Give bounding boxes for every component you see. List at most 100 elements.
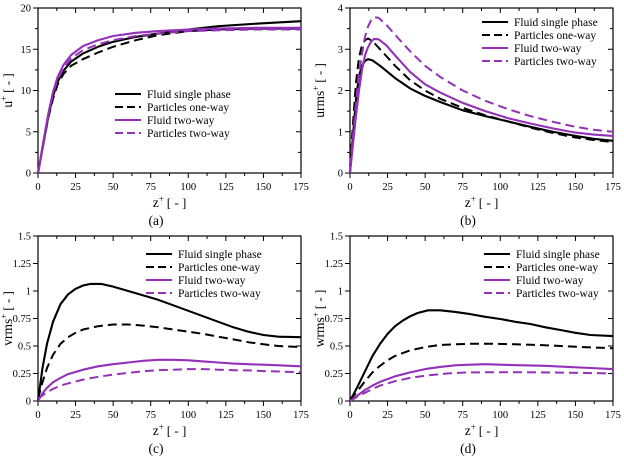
- y-tick-label: 20: [21, 4, 32, 15]
- subplot-b: 0 25 50 75 100 125 150 175 0 1 2 3 4 Fluid single pha…: [311, 0, 624, 229]
- x-tick-label: 50: [420, 182, 431, 193]
- legend-label-particles-one-way: Particles one-way: [516, 262, 598, 274]
- series-fluid-two-way: [37, 358, 302, 402]
- subplot-caption-c: (c): [149, 441, 164, 456]
- subplot-d: 0 25 50 75 100 125 150 175 0 0.25 0.5 0.75 1 1.25 1.5 F…: [311, 228, 624, 456]
- series-fluid-two-way: [348, 37, 614, 174]
- series-fluid-single-phase: [348, 58, 614, 174]
- legend-label-particles-two-way: Particles two-way: [516, 288, 599, 300]
- series-particles-two-way: [37, 28, 301, 174]
- y-axis-label: urms+[ - ]: [312, 63, 327, 118]
- legend-label-particles-two-way: Particles two-way: [147, 128, 230, 140]
- x-axis-label: z+[ - ]: [153, 194, 187, 210]
- y-tick-label: 4: [338, 4, 344, 15]
- subplot-c: 0 25 50 75 100 125 150 175 0 0.25 0.5 0.75 1 1.25 1.5 F…: [0, 228, 312, 456]
- legend-label-fluid-two-way: Fluid two-way: [514, 43, 582, 55]
- x-tick-label: 175: [605, 410, 621, 421]
- y-tick-label: 10: [21, 86, 32, 97]
- series-fluid-single-phase: [349, 309, 614, 402]
- y-tick-label: 1.25: [13, 259, 31, 270]
- y-tick-label: 0.5: [18, 342, 31, 353]
- y-tick-label: 0: [338, 397, 343, 408]
- y-tick-label: 5: [26, 127, 31, 138]
- series-fluid-single-phase: [36, 282, 302, 402]
- y-tick-label: 0.25: [325, 369, 343, 380]
- x-tick-label: 75: [457, 410, 468, 421]
- subplot-a: 0 25 50 75 100 125 150 175 0 5 10 15 20 Fluid single …: [0, 0, 312, 229]
- y-tick-label: 0: [26, 169, 31, 180]
- series-particles-two-way: [37, 368, 302, 400]
- y-tick-label: 1.25: [325, 259, 343, 270]
- x-tick-label: 0: [347, 182, 352, 193]
- series-particles-one-way: [37, 323, 302, 400]
- x-tick-label: 25: [70, 182, 81, 193]
- x-tick-label: 125: [530, 182, 546, 193]
- legend-label-particles-two-way: Particles two-way: [178, 288, 261, 300]
- y-tick-label: 1: [338, 127, 343, 138]
- subplot-caption-d: (d): [460, 441, 476, 456]
- series-particles-one-way: [349, 37, 614, 167]
- x-tick-label: 0: [347, 410, 352, 421]
- series-particles-one-way: [349, 342, 614, 401]
- chart-a-svg: 0 25 50 75 100 125 150 175 0 5 10 15 20 Fluid single …: [0, 4, 309, 229]
- x-axis-label: z+[ - ]: [465, 194, 499, 210]
- legend-label-fluid-single-phase: Fluid single phase: [516, 249, 600, 261]
- x-tick-label: 50: [108, 182, 119, 193]
- legend-label-fluid-two-way: Fluid two-way: [516, 275, 584, 287]
- y-tick-label: 1: [338, 287, 343, 298]
- x-tick-label: 175: [293, 410, 309, 421]
- chart-d-svg: 0 25 50 75 100 125 150 175 0 0.25 0.5 0.75 1 1.25 1.5 F…: [311, 232, 621, 456]
- axis-ticks: [345, 235, 614, 406]
- x-tick-label: 0: [35, 182, 40, 193]
- y-tick-label: 0.75: [13, 314, 31, 325]
- x-tick-label: 125: [530, 410, 546, 421]
- x-tick-label: 25: [382, 182, 393, 193]
- y-tick-label: 1.5: [330, 232, 343, 243]
- x-tick-label: 125: [218, 410, 234, 421]
- x-tick-label: 25: [70, 410, 81, 421]
- x-axis-label: z+[ - ]: [465, 422, 499, 438]
- x-tick-label: 175: [605, 182, 621, 193]
- axis-ticks: [33, 7, 302, 178]
- x-tick-label: 25: [382, 410, 393, 421]
- y-tick-label: 0.75: [325, 314, 343, 325]
- y-axis-label: wrms+[ - ]: [312, 290, 327, 348]
- series-fluid-two-way: [349, 363, 614, 402]
- series-fluid-two-way: [36, 26, 301, 174]
- subplot-caption-b: (b): [460, 213, 476, 228]
- legend-label-fluid-single-phase: Fluid single phase: [514, 17, 598, 29]
- x-tick-label: 75: [145, 182, 156, 193]
- legend-label-fluid-two-way: Fluid two-way: [147, 115, 215, 127]
- x-tick-label: 125: [218, 182, 234, 193]
- x-tick-label: 100: [492, 182, 508, 193]
- series-particles-one-way: [37, 27, 301, 174]
- subplot-caption-a: (a): [149, 213, 164, 228]
- y-tick-label: 0.25: [13, 369, 31, 380]
- legend-label-fluid-single-phase: Fluid single phase: [147, 89, 231, 101]
- x-tick-label: 0: [35, 410, 40, 421]
- x-tick-label: 75: [457, 182, 468, 193]
- chart-c-svg: 0 25 50 75 100 125 150 175 0 0.25 0.5 0.75 1 1.25 1.5 F…: [0, 232, 309, 456]
- y-tick-label: 2: [338, 86, 343, 97]
- x-tick-label: 100: [492, 410, 508, 421]
- legend-label-fluid-two-way: Fluid two-way: [178, 275, 246, 287]
- x-tick-label: 50: [108, 410, 119, 421]
- legend-label-fluid-single-phase: Fluid single phase: [178, 249, 262, 261]
- legend-label-particles-one-way: Particles one-way: [514, 30, 596, 42]
- chart-b-svg: 0 25 50 75 100 125 150 175 0 1 2 3 4 Fluid single pha…: [311, 4, 621, 229]
- y-axis-label: u+[ - ]: [0, 73, 15, 107]
- x-tick-label: 150: [256, 410, 272, 421]
- y-tick-label: 3: [338, 45, 343, 56]
- x-tick-label: 50: [420, 410, 431, 421]
- y-axis-label: vrms+[ - ]: [0, 291, 15, 346]
- y-tick-label: 1: [26, 287, 31, 298]
- series-particles-two-way: [349, 371, 614, 402]
- x-tick-label: 150: [256, 182, 272, 193]
- axis-ticks: [345, 7, 614, 178]
- legend-label-particles-two-way: Particles two-way: [514, 56, 597, 68]
- x-tick-label: 100: [180, 410, 196, 421]
- y-tick-label: 15: [21, 45, 32, 56]
